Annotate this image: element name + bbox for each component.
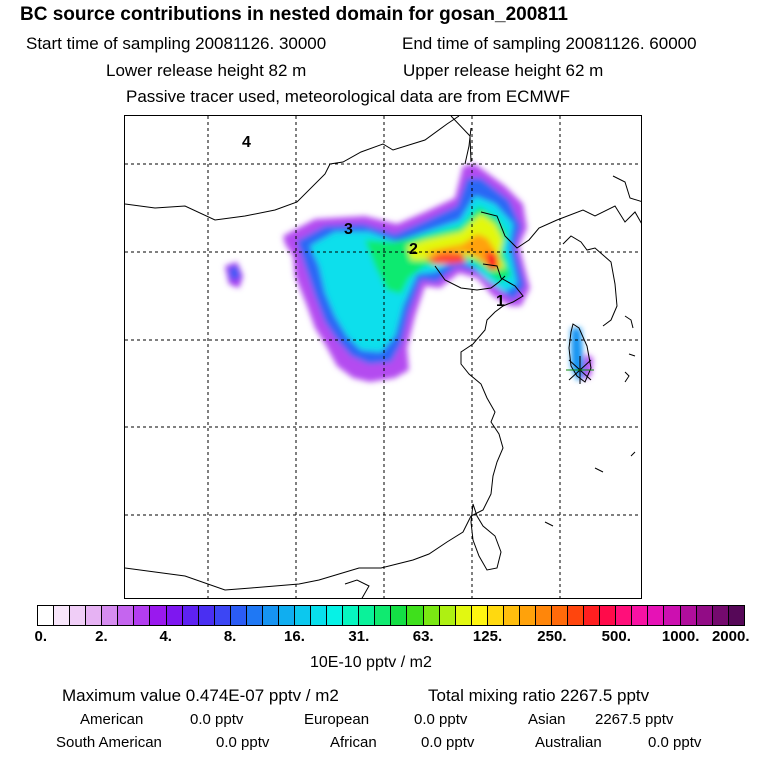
plot-title: BC source contributions in nested domain… (20, 4, 568, 25)
colorbar-tick-label: 8. (223, 628, 237, 645)
african-value: 0.0 pptv (421, 734, 475, 751)
colorbar-tick-label: 250. (537, 628, 567, 645)
colorbar-tick-label: 2. (95, 628, 108, 645)
colorbar-segment (648, 606, 665, 625)
colorbar-segment (150, 606, 167, 625)
colorbar-segment (696, 606, 713, 625)
colorbar-segment (134, 606, 151, 625)
coastlines (125, 116, 641, 598)
colorbar-segment (70, 606, 87, 625)
colorbar-segment (584, 606, 601, 625)
colorbar-tick-label: 31. (348, 628, 370, 645)
colorbar-segment (230, 606, 247, 625)
colorbar-segment (455, 606, 472, 625)
lower-release-height: Lower release height 82 m (106, 61, 307, 80)
colorbar-tick-label: 16. (284, 628, 305, 645)
colorbar-segment (423, 606, 440, 625)
concentration-field (225, 164, 593, 382)
receptor-marker-icon (566, 356, 594, 384)
region-label-1: 1 (496, 293, 505, 310)
colorbar-segment (439, 606, 456, 625)
australian-value: 0.0 pptv (648, 734, 702, 751)
colorbar-segment (519, 606, 536, 625)
colorbar-segment (680, 606, 697, 625)
colorbar-segment (198, 606, 215, 625)
australian-label: Australian (535, 734, 602, 751)
european-label: European (304, 711, 370, 728)
colorbar-tick-label: 2000. (711, 628, 750, 645)
colorbar-segment (600, 606, 617, 625)
colorbar-segment (262, 606, 279, 625)
colorbar-tick-label: 500. (601, 628, 631, 645)
south-american-value: 0.0 pptv (216, 734, 270, 751)
colorbar-tick-label: 63. (412, 628, 434, 645)
plume-orange (423, 234, 497, 266)
colorbar-segment (471, 606, 488, 625)
colorbar-tick-label: 0. (34, 628, 48, 645)
maximum-value: Maximum value 0.474E-07 pptv / m2 (62, 686, 339, 705)
colorbar (37, 605, 745, 626)
colorbar-segment (278, 606, 295, 625)
colorbar-segment (535, 606, 552, 625)
tracer-note: Passive tracer used, meteorological data… (126, 87, 571, 106)
upper-release-height: Upper release height 62 m (403, 61, 604, 80)
colorbar-segment (407, 606, 424, 625)
colorbar-segment (616, 606, 633, 625)
colorbar-segment (86, 606, 103, 625)
total-mixing-ratio: Total mixing ratio 2267.5 pptv (428, 686, 650, 705)
american-value: 0.0 pptv (190, 711, 244, 728)
colorbar-segment (568, 606, 585, 625)
colorbar-tick-label: 4. (159, 628, 172, 645)
colorbar-segment (38, 606, 55, 625)
colorbar-segment (503, 606, 520, 625)
colorbar-segment (102, 606, 119, 625)
region-label-2: 2 (409, 241, 418, 258)
colorbar-segment (664, 606, 681, 625)
colorbar-segment (327, 606, 344, 625)
colorbar-segment (54, 606, 71, 625)
colorbar-segment (359, 606, 376, 625)
map-canvas (125, 116, 641, 598)
colorbar-tick-label: 125. (472, 628, 503, 645)
region-label-4: 4 (242, 134, 251, 151)
colorbar-segment (166, 606, 183, 625)
plume-red (425, 252, 467, 264)
colorbar-segment (712, 606, 729, 625)
region-label-3: 3 (344, 221, 353, 238)
colorbar-segment (487, 606, 504, 625)
asian-label: Asian (528, 711, 566, 728)
south-american-label: South American (56, 734, 162, 751)
american-label: American (80, 711, 144, 728)
colorbar-segment (632, 606, 649, 625)
colorbar-unit: 10E-10 pptv / m2 (310, 654, 432, 671)
african-label: African (330, 734, 377, 751)
colorbar-segment (182, 606, 199, 625)
colorbar-segment (246, 606, 263, 625)
map-panel: 4 3 2 1 (124, 115, 642, 599)
colorbar-tick-label: 1000. (661, 628, 700, 645)
colorbar-segment (391, 606, 408, 625)
asian-value: 2267.5 pptv (595, 711, 674, 728)
european-value: 0.0 pptv (414, 711, 468, 728)
plume-blue-patch (229, 266, 240, 280)
colorbar-segment (311, 606, 328, 625)
colorbar-segment (552, 606, 569, 625)
colorbar-segment (295, 606, 312, 625)
colorbar-segment (375, 606, 392, 625)
end-time: End time of sampling 20081126. 60000 (402, 34, 697, 53)
colorbar-segment (118, 606, 135, 625)
colorbar-segment (214, 606, 231, 625)
start-time: Start time of sampling 20081126. 30000 (26, 34, 327, 53)
colorbar-segment (728, 606, 744, 625)
graticule (125, 116, 641, 598)
colorbar-segment (343, 606, 360, 625)
